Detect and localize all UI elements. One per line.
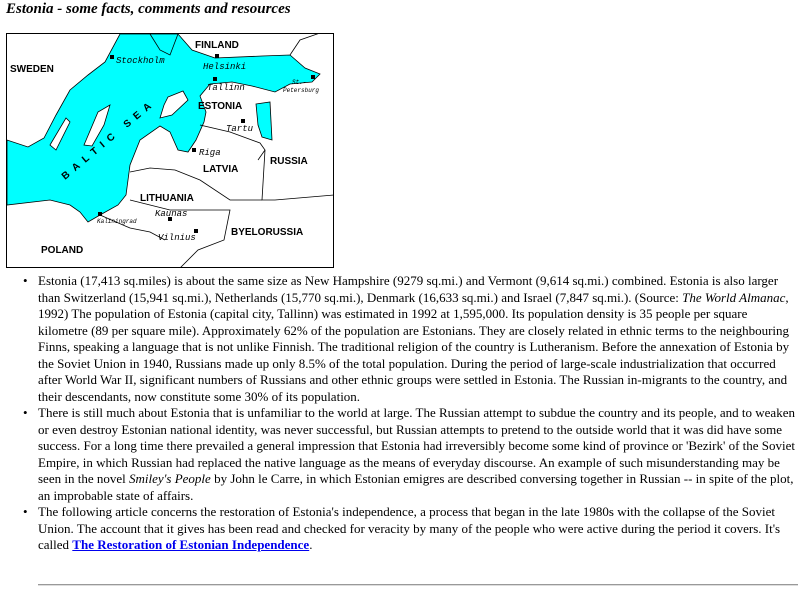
label-latvia: LATVIA [203, 164, 238, 175]
baltic-map-image: FINLAND SWEDEN ESTONIA LATVIA RUSSIA LIT… [6, 33, 334, 268]
label-sweden: SWEDEN [10, 64, 54, 75]
label-helsinki: Helsinki [203, 62, 246, 72]
baltic-sea [6, 33, 321, 223]
label-poland: POLAND [41, 245, 83, 256]
label-petersburg: Petersburg [283, 87, 319, 94]
label-vilnius: Vilnius [158, 233, 196, 243]
label-russia: RUSSIA [270, 156, 308, 167]
list-item: There is still much about Estonia that i… [23, 405, 800, 504]
label-kaliningrad: Kaliningrad [97, 218, 137, 225]
label-st: St.- [292, 79, 306, 86]
label-stockholm: Stockholm [116, 56, 165, 66]
label-finland: FINLAND [195, 40, 239, 51]
label-riga: Riga [199, 148, 221, 158]
label-tartu: Tartu [226, 124, 254, 134]
label-estonia: ESTONIA [198, 101, 242, 112]
restoration-article-link[interactable]: The Restoration of Estonian Independence [72, 537, 310, 552]
label-kaunas: Kaunas [155, 209, 187, 219]
book-title: The World Almanac [682, 289, 786, 305]
divider [38, 584, 798, 586]
book-title: Smiley's People [128, 471, 211, 486]
list-item: The following article concerns the resto… [23, 504, 800, 554]
list-item: Estonia (17,413 sq.miles) is about the s… [23, 273, 800, 405]
label-tallinn: Tallinn [207, 83, 245, 93]
label-lithuania: LITHUANIA [140, 193, 194, 204]
page-title: Estonia - some facts, comments and resou… [6, 1, 291, 17]
facts-list: Estonia (17,413 sq.miles) is about the s… [23, 273, 800, 554]
city-dots [98, 54, 315, 233]
label-byelorussia: BYELORUSSIA [231, 227, 303, 238]
